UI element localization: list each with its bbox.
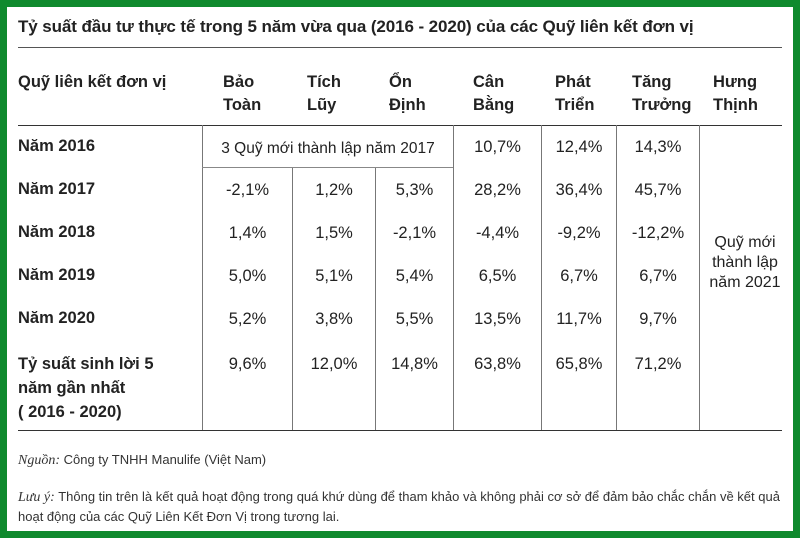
row-label-2017: Năm 2017 (18, 180, 96, 198)
grid-vline (292, 168, 293, 430)
header-tich-luy: Tích Lũy (307, 73, 341, 114)
table-cell: 3,8% (315, 310, 353, 328)
table-cell: 5,1% (315, 267, 353, 285)
row-label-2016: Năm 2016 (18, 137, 96, 155)
table-cell: 5,2% (228, 310, 267, 328)
table-cell: 12,0% (310, 355, 358, 373)
header-phat-trien: Phát Triển (555, 73, 595, 114)
table-cell: 45,7% (634, 181, 682, 199)
table-cell: 9,6% (228, 355, 267, 373)
table-cell: 63,8% (474, 355, 521, 373)
row-label-2020: Năm 2020 (18, 309, 96, 327)
grid-vline (202, 168, 203, 430)
table-cell: 14,3% (634, 138, 682, 156)
table-cell: 14,8% (391, 355, 438, 373)
table-cell: 10,7% (474, 138, 521, 156)
grid-vline (375, 168, 376, 430)
header-can-bang: Cân Bằng (473, 73, 515, 114)
table-cell: 9,7% (639, 310, 677, 328)
grid-vline (453, 125, 454, 430)
table-bottom-rule (18, 430, 782, 431)
row-label-2019: Năm 2019 (18, 266, 96, 284)
table-cell: 6,7% (560, 267, 598, 285)
table-cell: 5,3% (395, 181, 434, 199)
merged-2016-note: 3 Quỹ mới thành lập năm 2017 (221, 140, 435, 157)
table-cell: 5,4% (395, 267, 434, 285)
table-cell: 1,2% (315, 181, 353, 199)
grid-vline (202, 125, 203, 168)
header-on-dinh: Ổn Định (389, 73, 426, 114)
table-cell: 11,7% (556, 310, 602, 328)
returns-table-card: Tỷ suất đầu tư thực tế trong 5 năm vừa q… (7, 7, 793, 531)
table-cell: -2,1% (392, 224, 437, 242)
table-cell: 1,5% (315, 224, 353, 242)
table-cell: -9,2% (557, 224, 601, 242)
header-bao-toan: Bảo Toàn (223, 73, 262, 114)
grid-vline (541, 125, 542, 430)
table-cell: 12,4% (555, 138, 603, 156)
table-title: Tỷ suất đầu tư thực tế trong 5 năm vừa q… (18, 17, 694, 36)
table-cell: -12,2% (631, 224, 685, 242)
header-hung-thinh: Hưng Thịnh (713, 73, 758, 114)
table-cell: 28,2% (474, 181, 521, 199)
table-cell: 36,4% (555, 181, 603, 199)
grid-vline (699, 125, 700, 430)
table-cell: 5,0% (228, 267, 267, 285)
disclaimer-note: Lưu ý: Thông tin trên là kết quả hoạt độ… (18, 489, 780, 524)
table-cell: 6,5% (478, 267, 517, 285)
table-cell: 6,7% (639, 267, 677, 285)
row-label-5yr: Tỷ suất sinh lời 5 năm gần nhất ( 2016 -… (18, 355, 154, 421)
header-rule (18, 125, 782, 126)
header-fund-column: Quỹ liên kết đơn vị (18, 73, 167, 91)
grid-vline (616, 125, 617, 430)
table-cell: 13,5% (474, 310, 521, 328)
table-cell: -4,4% (475, 224, 520, 242)
table-cell: 71,2% (634, 355, 682, 373)
header-tang-truong: Tăng Trưởng (632, 73, 692, 114)
table-cell: 5,5% (395, 310, 434, 328)
grid-hline (202, 167, 453, 168)
source-line: Nguồn: Công ty TNHH Manulife (Việt Nam) (18, 452, 267, 468)
title-rule (18, 47, 782, 48)
hung-thinh-new-fund-note: Quỹ mới thành lập năm 2021 (709, 234, 781, 291)
row-label-2018: Năm 2018 (18, 223, 96, 241)
table-cell: 1,4% (228, 224, 267, 242)
table-cell: -2,1% (225, 181, 270, 199)
table-cell: 65,8% (555, 355, 603, 373)
